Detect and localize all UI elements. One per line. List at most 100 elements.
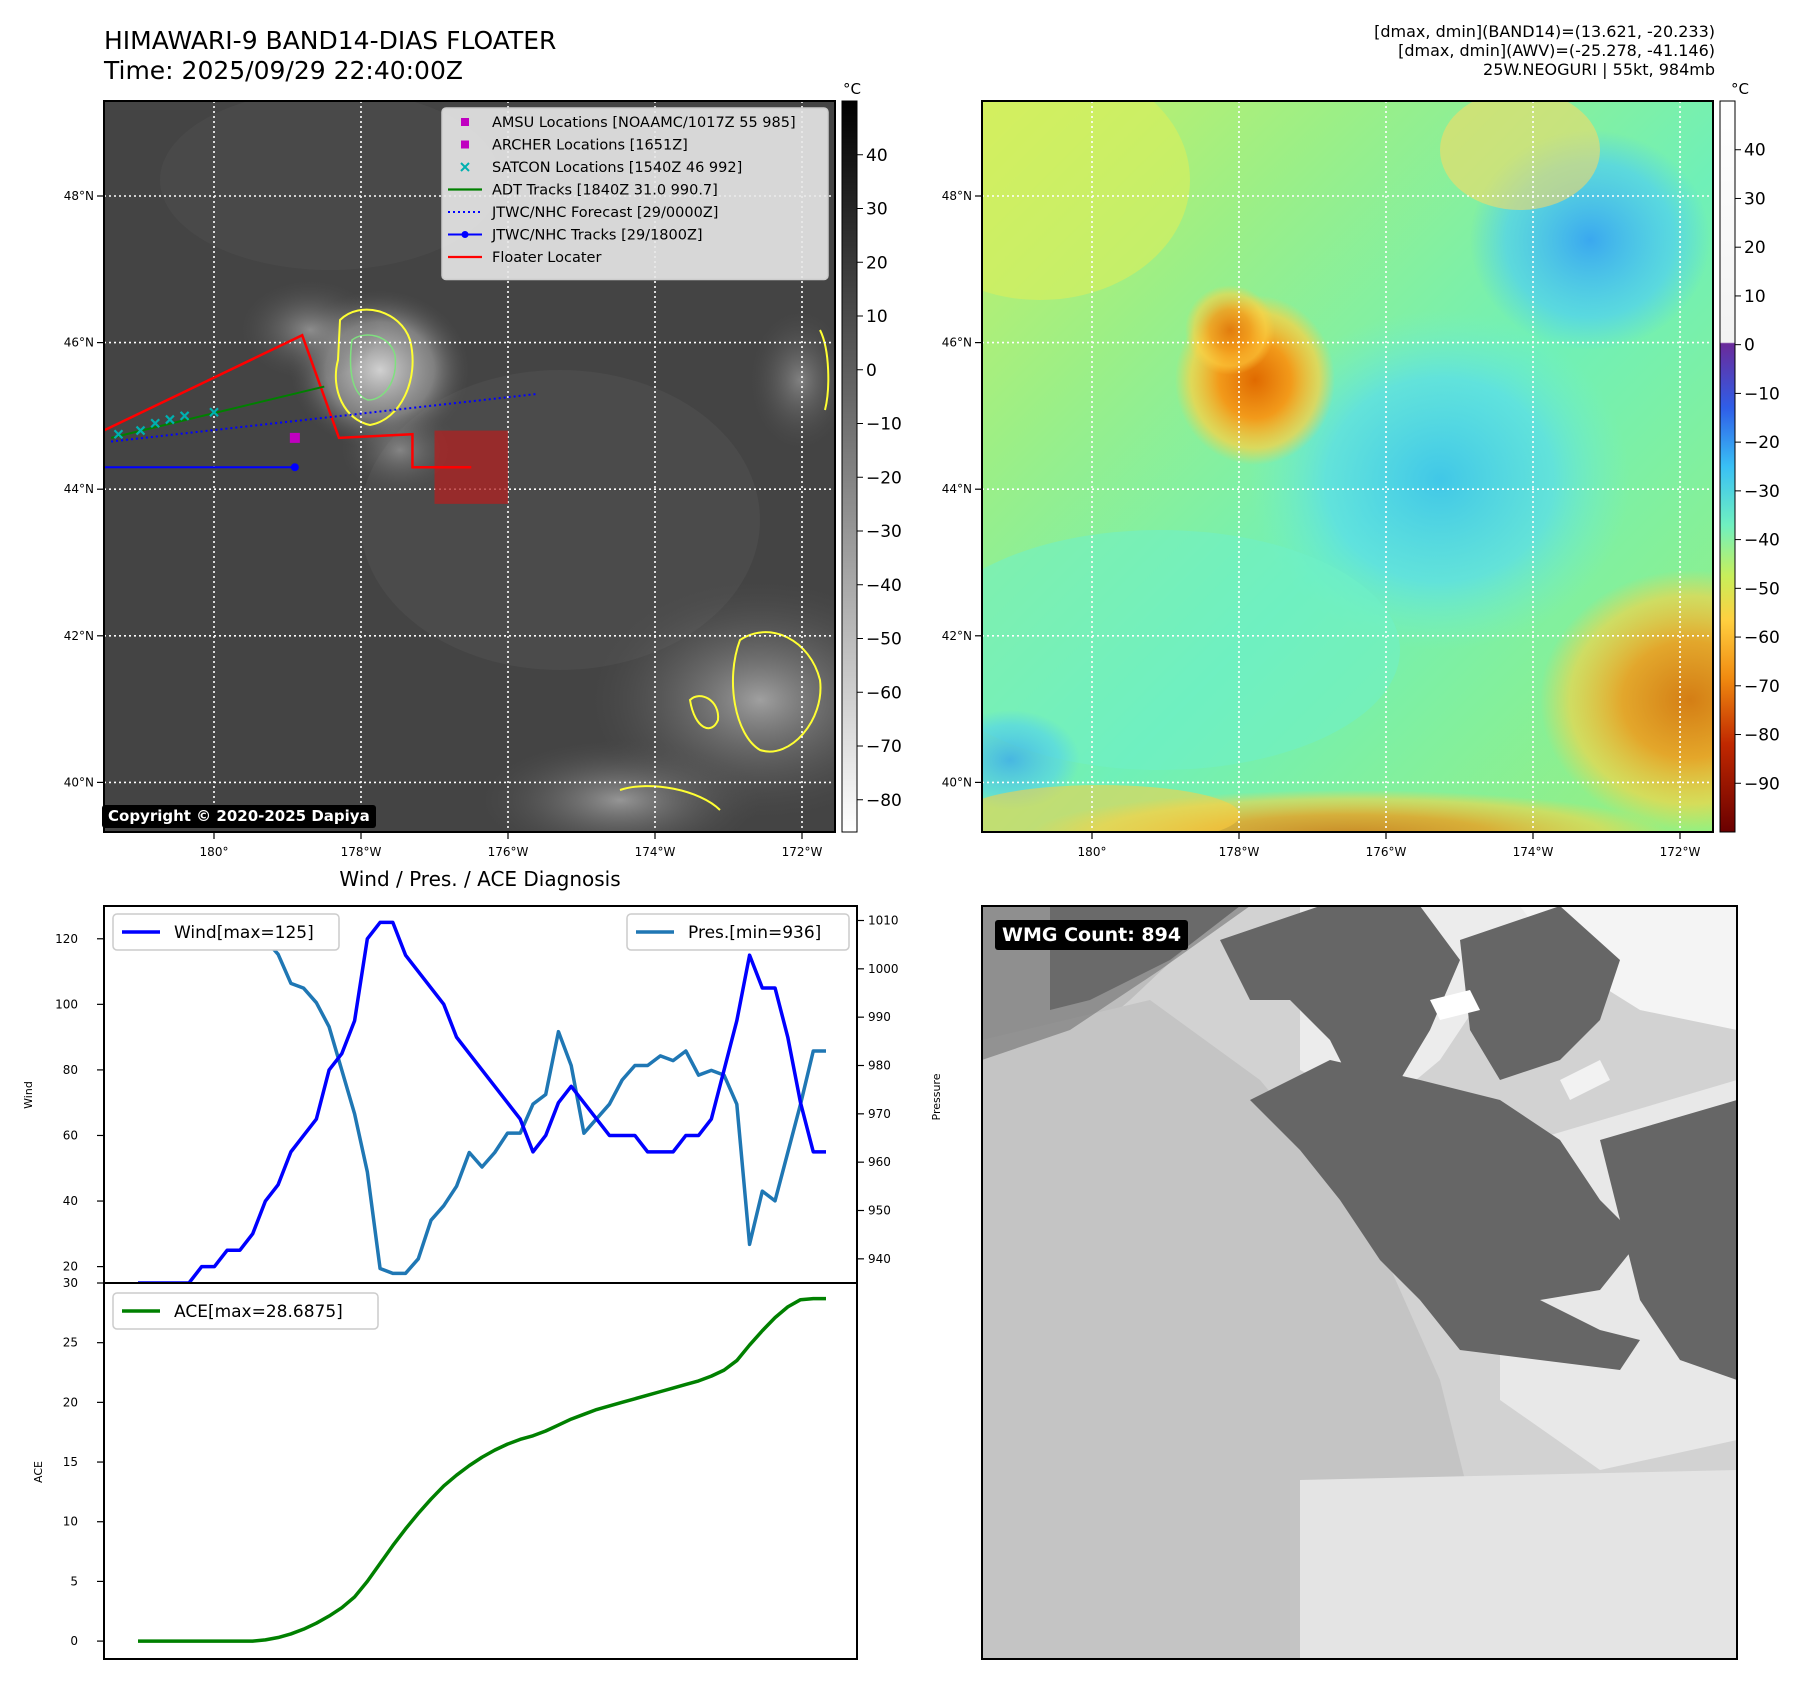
ir1-colorbar-unit: °C (843, 80, 861, 98)
x-tick-label: 174°W (635, 845, 676, 859)
y-tick-label: 40°N (64, 775, 94, 789)
colorbar-tick-label: −70 (866, 737, 902, 757)
legend-box (441, 107, 829, 281)
ace-frame (103, 1282, 858, 1660)
colorbar-tick-label: −40 (866, 576, 902, 596)
satcon-marker (150, 418, 160, 429)
colorbar-tick-label: 40 (866, 146, 888, 166)
ace-legend-label: ACE[max=28.6875] (174, 1302, 343, 1322)
ir1-axis-ticks: 180° 178°W 176°W 174°W 172°W 48°N 46°N 44°N 42°N… (64, 189, 823, 859)
wind-series-line (138, 920, 826, 1283)
wind-legend-label: Wind[max=125] (174, 923, 314, 943)
y-tick-label: 42°N (942, 629, 972, 643)
satcon-marker (179, 411, 190, 421)
colorbar-tick-label: 0 (1744, 336, 1755, 356)
wind-y-tick-label: 100 (55, 997, 78, 1011)
ace-plot-area (104, 1283, 857, 1659)
ir1-colorbar: °C 40 30 20 10 0 −10 −20 −30 −40 −50 −60 −70 −80 (841, 80, 902, 833)
ir2-axis-ticks: 180° 178°W 176°W 174°W 172°W 48°N 46°N 44°N 42°N… (942, 189, 1701, 859)
ace-panel: 0 5 10 15 20 25 30 ACE ACE[max=28.6875] (32, 1276, 858, 1660)
x-tick-label: 180° (1078, 845, 1107, 859)
wind-y-tick-label: 120 (55, 932, 78, 946)
colorbar-tick-label: −80 (866, 791, 902, 811)
ir2-frame (981, 100, 1714, 833)
colorbar-tick-label: 40 (1744, 141, 1766, 161)
pressure-legend: Pres.[min=936] (626, 913, 850, 951)
legend-marker-x (460, 162, 470, 172)
satcon-marker (209, 407, 219, 418)
y-tick-label: 46°N (64, 336, 94, 350)
colorbar-tick-label: 30 (1744, 189, 1766, 209)
colorbar-tick-label: 20 (1744, 238, 1766, 258)
satcon-marker (135, 425, 146, 436)
colorbar-tick-label: −10 (1744, 384, 1780, 404)
x-tick-label: 176°W (1366, 845, 1407, 859)
pressure-y-tick-label: 1010 (868, 914, 899, 928)
ace-y-tick-label: 20 (63, 1395, 78, 1409)
wind-y-tick-label: 60 (63, 1128, 78, 1142)
ir1-track-overlay (104, 333, 538, 504)
pressure-y-tick-label: 1000 (868, 962, 899, 976)
colorbar-tick-label: −80 (1744, 726, 1780, 746)
x-tick-label: 176°W (488, 845, 529, 859)
legend-marker-square (461, 118, 469, 126)
title-line-1: HIMAWARI-9 BAND14-DIAS FLOATER (104, 26, 557, 55)
floater-locater-track (104, 333, 472, 469)
legend-entry-label: SATCON Locations [1540Z 46 992] (492, 160, 742, 176)
ir-grayscale-panel: 180° 178°W 176°W 174°W 172°W 48°N 46°N 44°N 42°N… (64, 80, 902, 859)
ace-legend: ACE[max=28.6875] (112, 1292, 379, 1330)
pressure-y-tick-label: 950 (868, 1204, 891, 1218)
x-tick-label: 172°W (1660, 845, 1701, 859)
pressure-y-tick-label: 940 (868, 1252, 891, 1266)
pressure-legend-label: Pres.[min=936] (688, 923, 821, 943)
colorbar-tick-label: −60 (1744, 628, 1780, 648)
wmg-cell-dark-3 (1460, 906, 1620, 1080)
ace-series-line (138, 1296, 826, 1643)
ace-y-tick-label: 10 (63, 1515, 78, 1529)
y-tick-label: 44°N (942, 482, 972, 496)
ir2-colorbar-ramp (1719, 100, 1736, 833)
colorbar-tick-label: −20 (1744, 433, 1780, 453)
satcon-marker (113, 429, 124, 440)
ace-axis-label: ACE (32, 1461, 45, 1483)
colorbar-tick-label: −30 (1744, 482, 1780, 502)
y-tick-label: 46°N (942, 336, 972, 350)
colorbar-tick-label: 0 (866, 361, 877, 381)
amsu-marker (289, 432, 300, 443)
x-tick-label: 178°W (1219, 845, 1260, 859)
legend-entry-label: ADT Tracks [1840Z 31.0 990.7] (492, 183, 718, 199)
copyright-badge: Copyright © 2020-2025 Dapiya (102, 805, 376, 828)
y-tick-label: 48°N (942, 189, 972, 203)
wmg-panel (981, 905, 1738, 1660)
wmg-count-badge: WMG Count: 894 (995, 920, 1189, 950)
colorbar-tick-label: −50 (1744, 579, 1780, 599)
wp-plot-area (104, 906, 857, 1283)
satcon-marker (165, 414, 175, 425)
x-tick-label: 178°W (341, 845, 382, 859)
ir1-contour-core (334, 308, 414, 427)
wind-pressure-panel: Wind / Pres. / ACE Diagnosis 20 40 60 80 100… (22, 867, 943, 1284)
ir2-colorbar-unit: °C (1731, 80, 1749, 98)
legend-entry-label: Floater Locater (492, 250, 601, 266)
figure-title: HIMAWARI-9 BAND14-DIAS FLOATER Time: 202… (104, 26, 556, 86)
legend-entry-label: AMSU Locations [NOAAMC/1017Z 55 985] (492, 115, 796, 131)
legend-marker-square (461, 140, 469, 149)
wind-y-tick-label: 40 (63, 1194, 78, 1208)
stat-line-2: [dmax, dmin](AWV)=(-25.278, -41.146) (1398, 41, 1715, 60)
y-tick-label: 42°N (64, 629, 94, 643)
pressure-y-tick-label: 990 (868, 1010, 891, 1024)
pressure-y-tick-label: 970 (868, 1107, 891, 1121)
pressure-y-tick-label: 960 (868, 1155, 891, 1169)
colorbar-tick-label: −90 (1744, 774, 1780, 794)
x-tick-label: 172°W (782, 845, 823, 859)
ir2-colorbar: °C 40 30 20 10 0 −10 −20 −30 −40 −50 −60 −70 −80 −90 (1719, 80, 1780, 833)
ace-y-tick-label: 25 (63, 1336, 78, 1350)
pressure-axis-label: Pressure (930, 1073, 943, 1120)
title-line-2: Time: 2025/09/29 22:40:00Z (104, 56, 463, 85)
colorbar-tick-label: −60 (866, 683, 902, 703)
wind-y-tick-label: 20 (63, 1260, 78, 1274)
colorbar-tick-label: −70 (1744, 677, 1780, 697)
wmg-cell-dark-2 (1220, 906, 1460, 1100)
colorbar-tick-label: −10 (866, 415, 902, 435)
wind-legend: Wind[max=125] (112, 913, 340, 951)
